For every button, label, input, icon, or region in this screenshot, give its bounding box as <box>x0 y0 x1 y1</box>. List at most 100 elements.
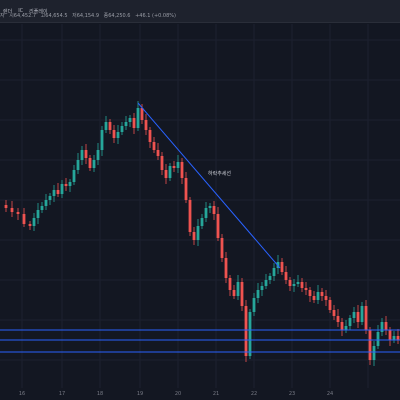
candle-body <box>324 296 328 300</box>
candle-body <box>164 170 168 178</box>
candle-body <box>132 118 136 128</box>
x-axis-tick-label: 19 <box>137 391 143 397</box>
candle-body <box>376 332 380 346</box>
candle-body <box>76 160 80 170</box>
high-value: 고64,654.5 <box>40 13 68 19</box>
candle-body <box>44 200 48 206</box>
candle-body <box>380 322 384 332</box>
candle-body <box>56 190 60 194</box>
candle-body <box>328 300 332 310</box>
candle-body <box>336 316 340 322</box>
candle-body <box>88 158 92 168</box>
candle-body <box>84 150 88 158</box>
candle-body <box>52 190 56 196</box>
ohlc-readout: 자 시64,452.7 고64,654.5 저64,154.9 종64,250.… <box>0 12 179 19</box>
x-axis-tick-label: 22 <box>251 391 257 397</box>
candle-body <box>196 226 200 240</box>
candle-body <box>264 280 268 286</box>
candle-body <box>392 336 396 340</box>
candle-body <box>104 122 108 130</box>
candle-body <box>22 214 26 224</box>
candle-body <box>252 298 256 312</box>
open-value: 시64,452.7 <box>9 13 37 19</box>
candle-body <box>112 130 116 138</box>
candle-body <box>208 206 212 208</box>
candle-body <box>40 206 44 210</box>
candle-body <box>48 196 52 200</box>
candle-body <box>280 262 284 272</box>
candle-body <box>388 330 392 340</box>
candle-body <box>304 288 308 290</box>
chart-label[interactable]: 렌더 <box>3 8 13 15</box>
x-axis-tick-label: 21 <box>213 391 219 397</box>
candle-body <box>348 318 352 326</box>
candle-body <box>36 210 40 218</box>
candle-body <box>204 208 208 218</box>
replay-label[interactable]: 리플레이 <box>29 8 48 15</box>
candle-body <box>60 184 64 194</box>
candle-body <box>320 292 324 296</box>
candle-body <box>248 312 252 356</box>
candle-body <box>32 218 36 226</box>
candle-body <box>200 218 204 226</box>
candle-body <box>292 284 296 286</box>
candle-body <box>312 296 316 300</box>
toolbar-divider <box>0 22 400 23</box>
candle-body <box>124 122 128 126</box>
candle-body <box>256 290 260 298</box>
candle-body <box>176 162 180 168</box>
indicator-ic-label[interactable]: IC <box>18 8 24 14</box>
candle-body <box>192 232 196 240</box>
candle-body <box>272 268 276 276</box>
symbol-label: 자 <box>0 13 5 19</box>
candle-body <box>64 184 68 186</box>
candle-body <box>220 238 224 258</box>
candle-body <box>236 282 240 296</box>
candle-body <box>268 276 272 280</box>
candle-body <box>16 212 20 214</box>
candle-body <box>332 310 336 316</box>
close-value: 종64,250.6 <box>103 13 131 19</box>
candle-body <box>228 278 232 290</box>
x-axis-tick-label: 24 <box>327 391 333 397</box>
candle-body <box>240 282 244 306</box>
candle-body <box>120 126 124 132</box>
candle-body <box>184 178 188 200</box>
candle-body <box>140 108 144 120</box>
candle-body <box>10 208 14 212</box>
candle-body <box>168 166 172 178</box>
candle-body <box>136 108 140 128</box>
trendline <box>137 102 281 269</box>
candle-body <box>156 150 160 156</box>
candle-body <box>96 150 100 160</box>
candle-body <box>212 206 216 214</box>
candle-body <box>364 306 368 330</box>
x-axis-tick-label: 20 <box>175 391 181 397</box>
change-value: +46.1 (+0.08%) <box>135 13 176 19</box>
candle-body <box>396 336 400 340</box>
candle-body <box>144 120 148 130</box>
candle-body <box>4 205 8 208</box>
candle-body <box>308 290 312 296</box>
candle-body <box>296 282 300 284</box>
x-axis-background <box>0 388 400 400</box>
candle-body <box>224 258 228 278</box>
candle-body <box>148 130 152 142</box>
candle-body <box>108 122 112 130</box>
candle-body <box>352 312 356 318</box>
candle-body <box>28 224 32 226</box>
x-axis-tick-label: 16 <box>19 391 25 397</box>
candle-body <box>160 156 164 170</box>
candle-body <box>344 326 348 330</box>
candle-body <box>360 306 364 322</box>
low-value: 저64,154.9 <box>72 13 100 19</box>
candle-body <box>372 346 376 360</box>
candle-body <box>340 322 344 330</box>
candle-body <box>68 182 72 186</box>
x-axis-tick-label: 18 <box>97 391 103 397</box>
candle-body <box>116 132 120 138</box>
candle-body <box>216 214 220 238</box>
candle-body <box>232 290 236 296</box>
candle-body <box>72 170 76 182</box>
